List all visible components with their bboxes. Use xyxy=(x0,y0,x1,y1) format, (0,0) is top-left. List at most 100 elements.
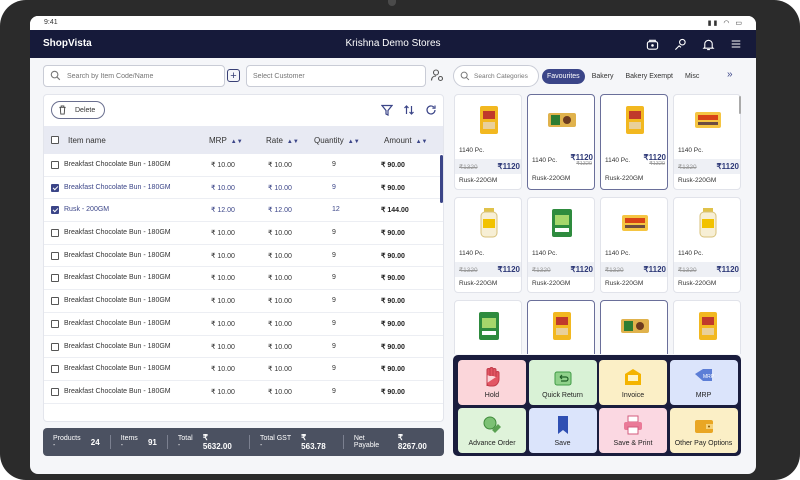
table-row[interactable]: Breakfast Chocolate Bun - 180GM ₹ 10.00 ₹ … xyxy=(44,154,443,177)
quick-return-button[interactable]: Quick Return xyxy=(528,360,597,405)
product-stock: 1140 Pc. xyxy=(459,250,485,257)
product-card[interactable]: 1140 Pc. ₹1320 ₹1120 Rusk-220GM xyxy=(600,197,668,293)
cash-register-icon[interactable] xyxy=(644,36,660,52)
price-bar: ₹1320 ₹1120 xyxy=(601,262,667,277)
mrp-cell: ₹ 10.00 xyxy=(211,275,235,283)
product-card[interactable]: 1140 Pc. ₹1320 ₹1120 Rusk-220GM xyxy=(673,94,741,190)
tab-misc[interactable]: Misc xyxy=(684,72,700,80)
refresh-icon[interactable] xyxy=(425,103,437,115)
jar-icon xyxy=(693,206,723,240)
product-card[interactable]: 1140 Pc. ₹1320 ₹1120 Rusk-220GM xyxy=(454,94,522,190)
tab-bakery-exempt[interactable]: Bakery Exempt xyxy=(625,72,673,80)
amount-cell: ₹ 90.00 xyxy=(381,366,405,374)
tab-favourites[interactable]: Favourites xyxy=(542,68,585,84)
product-card[interactable]: 1140 Pc. ₹1320 ₹1120 Rusk-220GM xyxy=(454,197,522,293)
delete-button[interactable]: Delete xyxy=(51,101,105,119)
product-card[interactable]: 1140 Pc. ₹1320 ₹1120 Rusk-220GM xyxy=(600,94,668,190)
menu-icon[interactable] xyxy=(728,36,744,52)
table-row[interactable]: Breakfast Chocolate Bun - 180GM ₹ 10.00 ₹ … xyxy=(44,381,443,404)
row-checkbox[interactable] xyxy=(51,297,59,306)
item-search-input[interactable] xyxy=(67,72,224,80)
table-row[interactable]: Breakfast Chocolate Bun - 180GM ₹ 10.00 ₹ … xyxy=(44,336,443,359)
plus-icon: + xyxy=(230,69,237,82)
items-value: 91 xyxy=(147,437,157,447)
tab-bakery[interactable]: Bakery xyxy=(591,72,614,80)
bell-icon[interactable] xyxy=(700,36,716,52)
col-rate[interactable]: Rate ▲▼ xyxy=(266,136,299,145)
invoice-button[interactable]: Invoice xyxy=(599,360,667,405)
product-card[interactable]: 1140 Pc. ₹1320 ₹1120 Rusk-220GM xyxy=(527,94,595,190)
product-mrp: ₹1320 xyxy=(459,267,478,274)
row-checkbox[interactable] xyxy=(51,161,59,169)
sort-arrows-icon: ▲▼ xyxy=(286,139,299,145)
product-name: Rusk-220GM xyxy=(459,177,498,184)
product-name: Rusk-220GM xyxy=(532,175,571,182)
filter-icon[interactable] xyxy=(380,103,394,116)
chevron-right-icon[interactable]: » xyxy=(727,69,733,80)
item-search-box[interactable] xyxy=(43,65,225,87)
camera-notch xyxy=(388,0,396,6)
mrp-button[interactable]: MRP MRP xyxy=(669,360,738,405)
col-mrp-label: MRP xyxy=(209,136,227,145)
grid-scrollbar[interactable] xyxy=(739,96,741,114)
col-quantity[interactable]: Quantity ▲▼ xyxy=(314,136,360,145)
product-card[interactable]: 1140 Pc. ₹1320 ₹1120 Rusk-220GM xyxy=(673,197,741,293)
col-item-name: Item name xyxy=(68,136,106,145)
add-item-button[interactable]: + xyxy=(227,69,240,82)
sort-icon[interactable] xyxy=(403,103,415,115)
customer-input[interactable] xyxy=(253,72,425,80)
product-card[interactable] xyxy=(673,300,741,354)
price-bar: ₹1320 ₹1120 xyxy=(455,262,521,277)
table-row[interactable]: Breakfast Chocolate Bun - 180GM ₹ 10.00 ₹ … xyxy=(44,313,443,336)
action-label: Save xyxy=(554,440,571,447)
category-search-box[interactable] xyxy=(453,65,539,87)
product-stock: 1140 Pc. xyxy=(605,157,631,164)
table-row[interactable]: Rusk - 200GM ₹ 12.00 ₹ 12.00 12 ₹ 144.00 xyxy=(44,199,443,223)
customer-settings-icon[interactable] xyxy=(430,68,444,82)
save-button[interactable]: Save xyxy=(528,408,597,453)
other-pay-options-button[interactable]: Other Pay Options xyxy=(669,408,738,453)
advance-order-button[interactable]: Advance Order xyxy=(458,408,526,453)
row-checkbox[interactable] xyxy=(51,183,59,192)
row-checkbox[interactable] xyxy=(51,319,59,328)
row-checkbox[interactable] xyxy=(51,342,59,351)
rate-cell: ₹ 10.00 xyxy=(268,343,292,351)
amount-cell: ₹ 90.00 xyxy=(381,343,405,351)
amount-cell: ₹ 90.00 xyxy=(381,388,405,396)
quantity-cell: 9 xyxy=(332,251,336,259)
select-all-checkbox[interactable] xyxy=(51,136,59,144)
product-card[interactable]: 1140 Pc. ₹1320 ₹1120 Rusk-220GM xyxy=(527,197,595,293)
table-row[interactable]: Breakfast Chocolate Bun - 180GM ₹ 10.00 ₹ … xyxy=(44,245,443,268)
hold-button[interactable]: Hold xyxy=(458,360,526,405)
quantity-cell: 9 xyxy=(332,161,336,168)
save-print-button[interactable]: Save & Print xyxy=(599,408,667,453)
list-scrollbar[interactable] xyxy=(440,155,443,203)
sort-arrows-icon: ▲▼ xyxy=(347,139,360,145)
product-card[interactable] xyxy=(600,300,668,354)
row-checkbox[interactable] xyxy=(51,229,59,238)
table-row[interactable]: Breakfast Chocolate Bun - 180GM ₹ 10.00 ₹ … xyxy=(44,177,443,200)
row-checkbox[interactable] xyxy=(51,274,59,283)
row-checkbox[interactable] xyxy=(51,387,59,396)
mrp-cell: ₹ 10.00 xyxy=(211,388,235,396)
total-value: ₹ 5632.00 xyxy=(202,433,232,451)
category-search-input[interactable] xyxy=(474,72,538,80)
col-amount[interactable]: Amount ▲▼ xyxy=(384,136,427,145)
row-checkbox[interactable] xyxy=(51,251,59,260)
table-row[interactable]: Breakfast Chocolate Bun - 180GM ₹ 10.00 ₹ … xyxy=(44,222,443,245)
sort-arrows-icon: ▲▼ xyxy=(415,139,428,145)
row-checkbox[interactable] xyxy=(51,365,59,374)
product-card[interactable] xyxy=(527,300,595,354)
col-mrp[interactable]: MRP ▲▼ xyxy=(209,136,243,145)
table-row[interactable]: Breakfast Chocolate Bun - 180GM ₹ 10.00 ₹ … xyxy=(44,358,443,381)
table-row[interactable]: Breakfast Chocolate Bun - 180GM ₹ 10.00 ₹ … xyxy=(44,290,443,313)
rusk-packet-icon xyxy=(693,309,723,343)
product-card[interactable] xyxy=(454,300,522,354)
table-row[interactable]: Breakfast Chocolate Bun - 180GM ₹ 10.00 ₹ … xyxy=(44,267,443,291)
search-icon xyxy=(460,71,470,81)
amount-cell: ₹ 90.00 xyxy=(381,320,405,328)
hand-money-icon[interactable] xyxy=(672,36,688,52)
row-checkbox[interactable] xyxy=(51,206,59,215)
customer-select[interactable] xyxy=(246,65,426,87)
amount-cell: ₹ 90.00 xyxy=(381,298,405,306)
